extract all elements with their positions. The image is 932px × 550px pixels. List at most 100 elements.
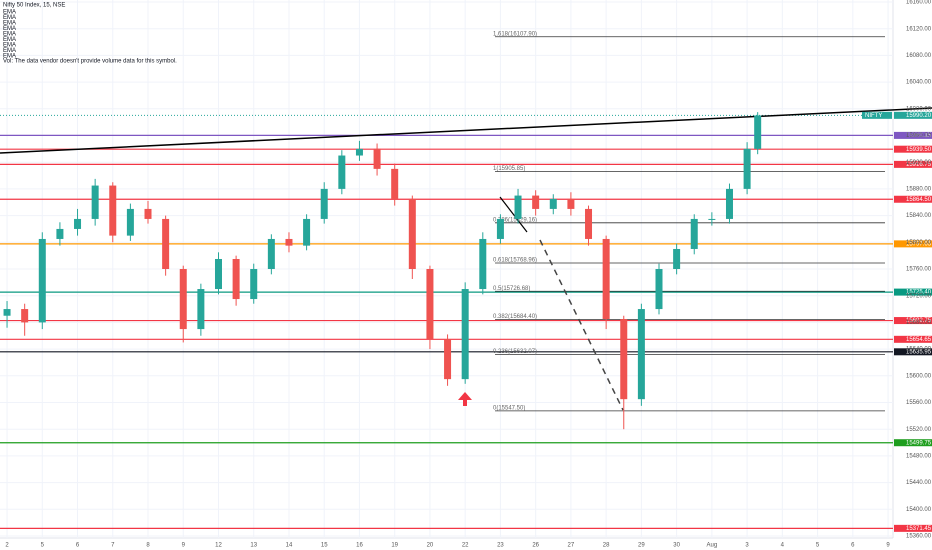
price-tag <box>894 348 932 356</box>
candle-body <box>743 148 751 189</box>
price-tag-label: 15371.45 <box>906 526 932 532</box>
candle-body <box>21 309 29 323</box>
candle-body <box>514 195 522 219</box>
candle-body <box>532 195 540 209</box>
price-tag-label: 15990.20 <box>906 113 932 119</box>
candle-body <box>585 208 593 239</box>
y-tick-label: 15480.00 <box>906 453 932 459</box>
x-tick-label: 15 <box>321 543 328 549</box>
legend-entry: EMA <box>3 10 16 16</box>
x-tick-label: 8 <box>146 543 150 549</box>
candle-body <box>549 198 557 209</box>
swing-line <box>499 196 528 233</box>
y-tick-label: 16160.00 <box>906 0 932 6</box>
x-tick-label: 16 <box>356 543 363 549</box>
price-tag <box>894 131 932 139</box>
legend-entry: EMA <box>3 21 16 27</box>
candle-body <box>109 185 117 236</box>
candle-body <box>637 309 645 400</box>
fib-label: 0(15547.50) <box>493 405 525 411</box>
legend-entry: EMA <box>3 26 16 32</box>
candle-body <box>725 188 733 219</box>
candle-body <box>250 269 258 300</box>
price-tag <box>894 240 932 248</box>
y-tick-label: 15640.00 <box>906 347 932 353</box>
price-tag-label: 15864.50 <box>906 197 932 203</box>
price-tag-label: 15654.65 <box>906 337 932 343</box>
fib-label: 0.618(15768.96) <box>493 258 537 264</box>
x-tick-label: 13 <box>250 543 257 549</box>
legend-entry: EMA <box>3 48 16 54</box>
fib-label: 0.5(15726.68) <box>493 286 530 292</box>
up-arrow <box>458 392 472 406</box>
x-tick-label: 27 <box>568 543 575 549</box>
candle-body <box>214 258 222 290</box>
y-tick-label: 15920.00 <box>906 160 932 166</box>
y-tick-label: 15400.00 <box>906 507 932 513</box>
x-tick-label: 4 <box>781 543 785 549</box>
x-tick-label: 3 <box>745 543 749 549</box>
y-tick-label: 15760.00 <box>906 267 932 273</box>
fib-label: 1.618(16107.90) <box>493 31 537 37</box>
candle-body <box>690 218 698 249</box>
candle-body <box>708 218 716 220</box>
candle-body <box>303 218 311 246</box>
x-tick-label: 5 <box>41 543 45 549</box>
y-tick-label: 15880.00 <box>906 186 932 192</box>
x-tick-label: 12 <box>215 543 222 549</box>
candle-body <box>162 218 170 269</box>
x-tick-label: 29 <box>638 543 645 549</box>
fib-label: 1(15905.85) <box>493 166 525 172</box>
x-tick-label: 26 <box>532 543 539 549</box>
fib-label: 0.236(15632.07) <box>493 349 537 355</box>
y-tick-label: 15800.00 <box>906 240 932 246</box>
y-tick-label: 15600.00 <box>906 373 932 379</box>
y-tick-label: 16040.00 <box>906 80 932 86</box>
candle-body <box>754 115 762 149</box>
price-tag-label: 15682.75 <box>906 318 932 324</box>
price-tag-label: 15797.65 <box>906 241 932 247</box>
chart-title: Nifty 50 Index, 15, NSE <box>3 3 65 9</box>
dashed-projection <box>539 239 624 411</box>
x-tick-label: 19 <box>391 543 398 549</box>
fib-label: 0.382(15684.40) <box>493 314 537 320</box>
candle-body <box>620 319 628 400</box>
y-tick-label: 16000.00 <box>906 106 932 112</box>
legend-entry: EMA <box>3 37 16 43</box>
volume-note: Vol: The data vendor doesn't provide vol… <box>3 59 177 65</box>
candle-body <box>285 238 293 246</box>
y-tick-label: 15680.00 <box>906 320 932 326</box>
candle-body <box>74 218 82 229</box>
y-tick-label: 15440.00 <box>906 480 932 486</box>
price-tag <box>894 439 932 447</box>
x-tick-label: 20 <box>427 543 434 549</box>
price-tag <box>894 160 932 168</box>
price-tag <box>894 335 932 343</box>
candle-body <box>232 258 240 300</box>
price-tag <box>894 111 932 119</box>
price-tag <box>894 317 932 325</box>
last-price-name: NIFTY <box>865 113 882 119</box>
x-tick-label: 9 <box>182 543 186 549</box>
trend-line <box>0 107 932 154</box>
candle-body <box>461 289 469 380</box>
candle-body <box>655 269 663 310</box>
x-tick-label: 28 <box>603 543 610 549</box>
candle-body <box>444 339 452 380</box>
x-tick-label: 23 <box>497 543 504 549</box>
price-tag <box>894 288 932 296</box>
y-tick-label: 16120.00 <box>906 26 932 32</box>
candle-body <box>355 148 363 156</box>
candle-body <box>144 208 152 219</box>
fib-label: 0.786(15829.16) <box>493 217 537 223</box>
candle-body <box>602 238 610 320</box>
y-tick-label: 15840.00 <box>906 213 932 219</box>
candle-body <box>338 155 346 189</box>
x-tick-label: 6 <box>76 543 80 549</box>
price-tag <box>894 145 932 153</box>
y-tick-label: 15360.00 <box>906 534 932 540</box>
y-tick-label: 16080.00 <box>906 53 932 59</box>
candle-body <box>673 248 681 269</box>
